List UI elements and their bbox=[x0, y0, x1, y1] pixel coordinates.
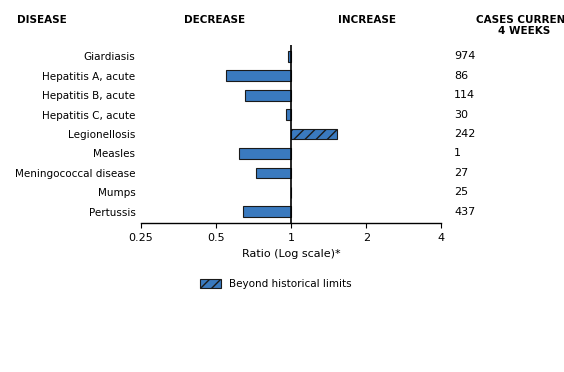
Text: 437: 437 bbox=[454, 207, 475, 217]
Bar bbox=[227, 70, 291, 81]
Text: 974: 974 bbox=[454, 51, 475, 61]
Text: 242: 242 bbox=[454, 129, 475, 139]
Bar bbox=[285, 109, 291, 120]
Bar bbox=[291, 129, 337, 140]
Text: 86: 86 bbox=[454, 71, 468, 81]
Legend: Beyond historical limits: Beyond historical limits bbox=[196, 275, 356, 293]
Text: 1: 1 bbox=[454, 148, 461, 158]
Bar bbox=[245, 90, 291, 100]
Text: 114: 114 bbox=[454, 90, 475, 100]
Text: 30: 30 bbox=[454, 110, 468, 120]
Text: DISEASE: DISEASE bbox=[17, 15, 67, 25]
Text: INCREASE: INCREASE bbox=[338, 15, 395, 25]
Text: CASES CURRENT
4 WEEKS: CASES CURRENT 4 WEEKS bbox=[476, 15, 564, 36]
Bar bbox=[240, 148, 291, 159]
Bar bbox=[288, 51, 291, 62]
Text: 27: 27 bbox=[454, 168, 468, 178]
Bar bbox=[255, 167, 291, 178]
Bar bbox=[243, 206, 291, 217]
Text: 25: 25 bbox=[454, 187, 468, 197]
Text: DECREASE: DECREASE bbox=[184, 15, 245, 25]
X-axis label: Ratio (Log scale)*: Ratio (Log scale)* bbox=[242, 248, 341, 259]
